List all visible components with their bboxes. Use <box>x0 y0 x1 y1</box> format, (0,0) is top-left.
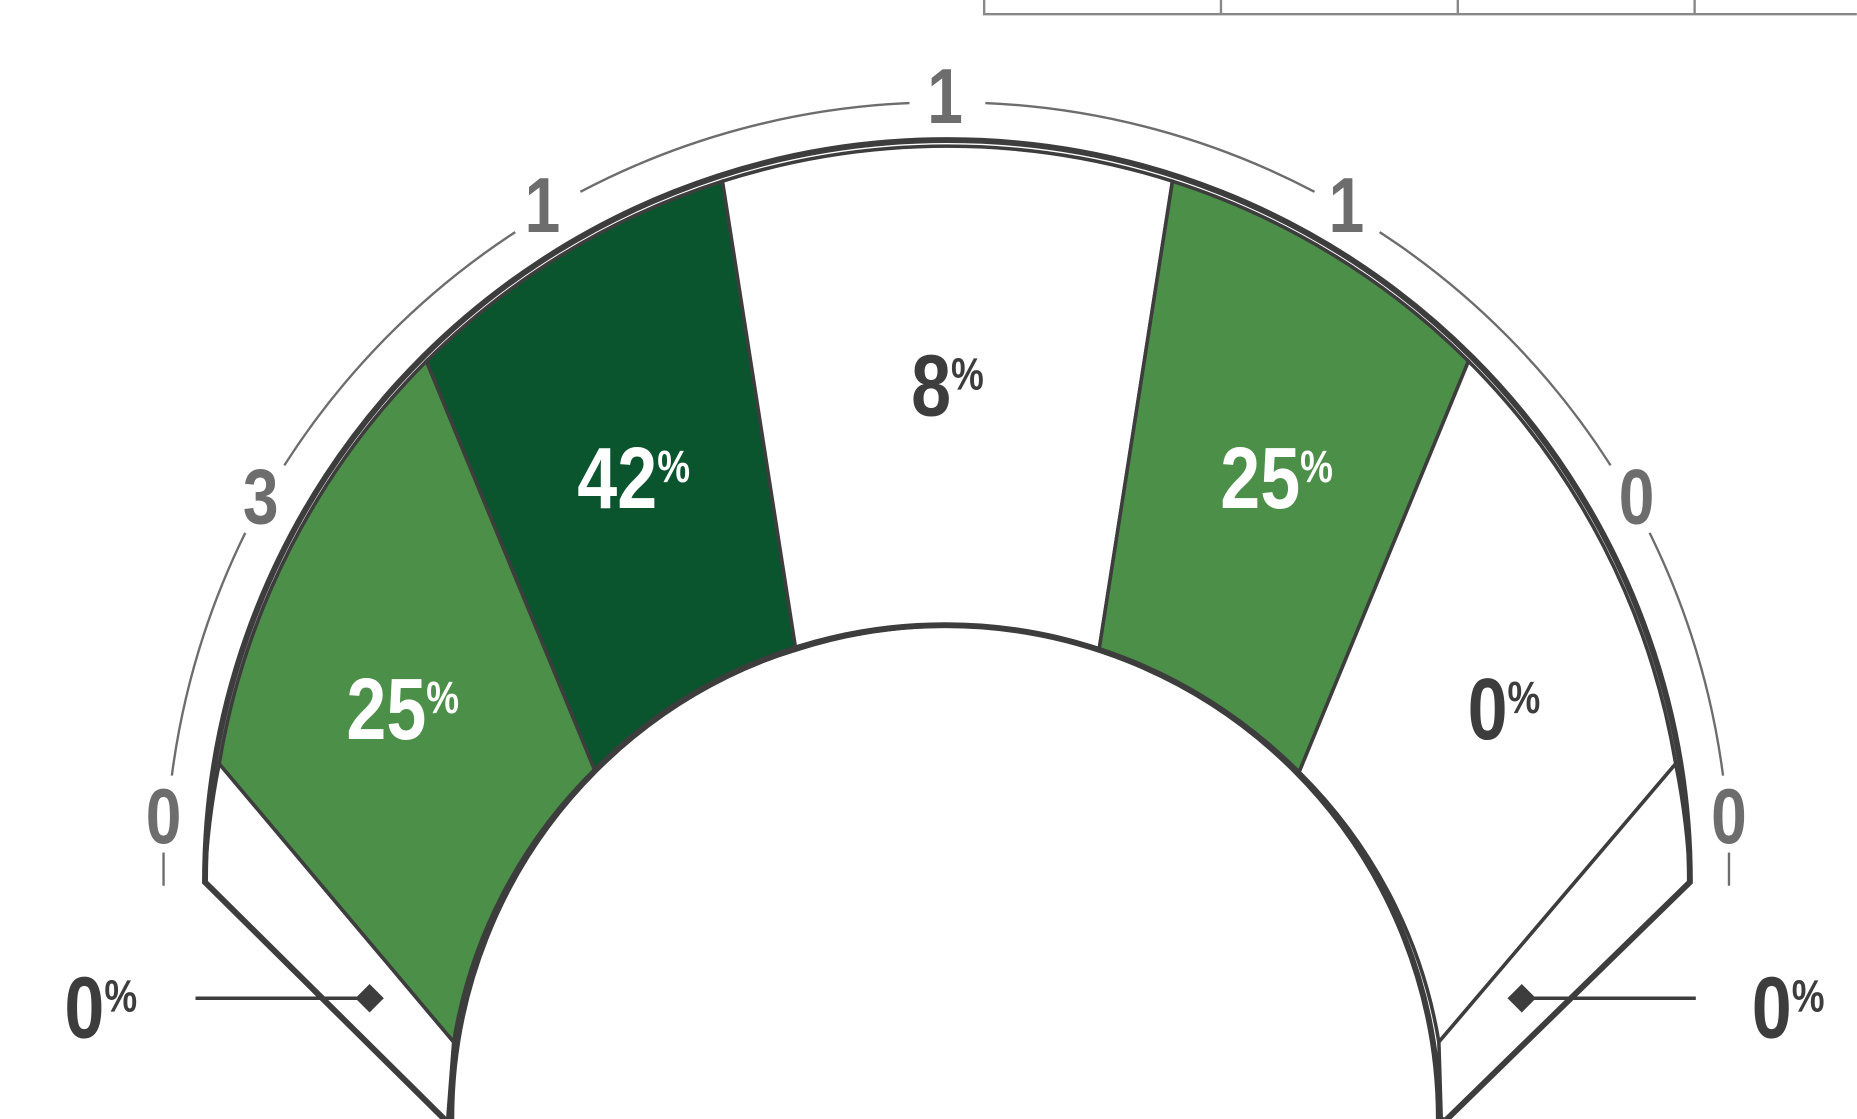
percent-text: 0% <box>64 957 137 1055</box>
count-label: 0 <box>146 773 182 860</box>
count-label: 3 <box>243 453 279 540</box>
percent-label: 25% <box>1220 428 1333 526</box>
count-label: 1 <box>525 162 561 249</box>
percent-label: 42% <box>577 428 690 526</box>
leader-lines <box>195 983 1696 1013</box>
count-label: 0 <box>1619 453 1655 540</box>
percent-label: 0% <box>64 957 137 1055</box>
percent-value: 0 <box>1752 957 1792 1055</box>
percent-value: 25 <box>1220 428 1300 526</box>
percent-text: 42% <box>577 428 690 526</box>
count-label: 1 <box>1329 162 1365 249</box>
percent-label: 8% <box>911 336 984 434</box>
count-text: 0 <box>146 773 182 860</box>
percent-label: 0% <box>1468 659 1541 757</box>
field-outline <box>202 136 1693 1119</box>
count-text: 3 <box>243 453 279 540</box>
percent-text: 0% <box>1468 659 1541 757</box>
count-label: 1 <box>927 53 963 140</box>
percent-sign: % <box>426 672 459 722</box>
count-text: 0 <box>1619 453 1655 540</box>
percent-sign: % <box>104 971 137 1021</box>
scale-arc <box>162 101 1731 886</box>
percent-sign: % <box>657 441 690 491</box>
table-edge <box>982 0 1857 16</box>
percent-value: 0 <box>1468 659 1508 757</box>
percent-sign: % <box>951 349 984 399</box>
percent-value: 42 <box>577 428 657 526</box>
percent-sign: % <box>1508 672 1541 722</box>
zones <box>203 144 1692 1119</box>
labels: 0%025%3 42%18%125%10%00%0 <box>64 53 1824 1056</box>
percent-label: 0% <box>1752 957 1825 1055</box>
percent-value: 8 <box>911 336 951 434</box>
percent-label: 25% <box>346 659 459 757</box>
count-text: 1 <box>525 162 561 249</box>
infield-arc <box>448 622 1442 1119</box>
percent-text: 0% <box>1752 957 1825 1055</box>
count-label: 0 <box>1711 773 1747 860</box>
count-text: 0 <box>1711 773 1747 860</box>
percent-text: 25% <box>346 659 459 757</box>
percent-sign: % <box>1300 441 1333 491</box>
percent-text: 8% <box>911 336 984 434</box>
percent-sign: % <box>1792 971 1825 1021</box>
percent-value: 25 <box>346 659 426 757</box>
percent-text: 25% <box>1220 428 1333 526</box>
count-text: 1 <box>927 53 963 140</box>
percent-value: 0 <box>64 957 104 1055</box>
count-text: 1 <box>1329 162 1365 249</box>
